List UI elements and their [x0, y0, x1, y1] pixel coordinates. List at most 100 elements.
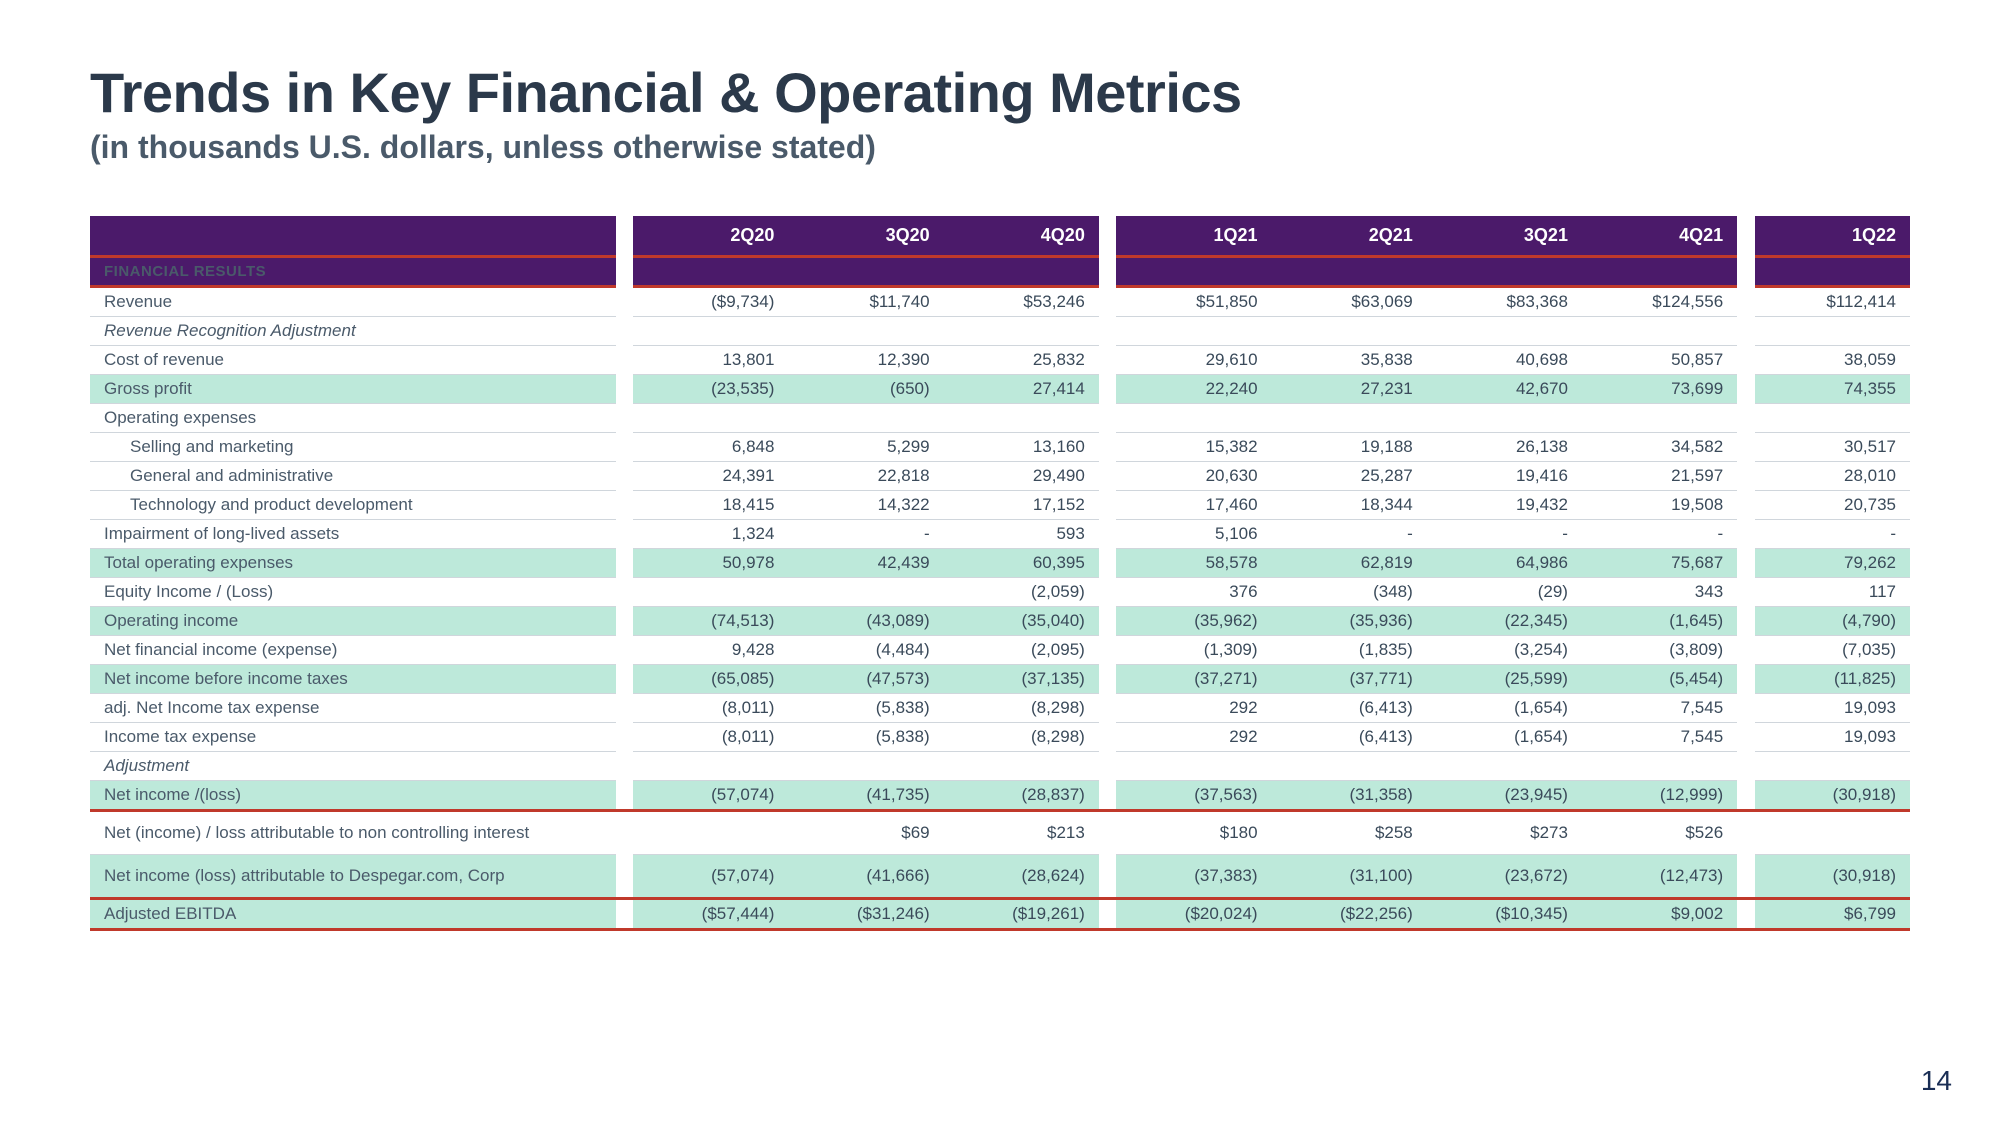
data-cell: 343 [1582, 577, 1737, 606]
gap-cell [1099, 490, 1117, 519]
row-label: Net (income) / loss attributable to non … [90, 810, 616, 854]
data-cell [1582, 316, 1737, 345]
section-header-cell [788, 256, 943, 286]
table-row: Net (income) / loss attributable to non … [90, 810, 1910, 854]
data-cell: (1,645) [1582, 606, 1737, 635]
data-cell: (1,654) [1427, 722, 1582, 751]
gap-cell [1099, 374, 1117, 403]
gap-cell [616, 519, 634, 548]
data-cell: 25,832 [944, 345, 1099, 374]
data-cell: $6,799 [1755, 898, 1910, 929]
data-cell [1272, 403, 1427, 432]
gap-cell [616, 374, 634, 403]
col-header-1Q21: 1Q21 [1116, 216, 1271, 256]
gap-cell [1737, 490, 1755, 519]
section-header-cell [1582, 256, 1737, 286]
row-label: Operating expenses [90, 403, 616, 432]
data-cell: - [1272, 519, 1427, 548]
data-cell: $112,414 [1755, 286, 1910, 316]
data-cell: (22,345) [1427, 606, 1582, 635]
data-cell: 12,390 [788, 345, 943, 374]
row-label: Income tax expense [90, 722, 616, 751]
data-cell: $124,556 [1582, 286, 1737, 316]
table-row: Adjustment [90, 751, 1910, 780]
data-cell: 50,978 [633, 548, 788, 577]
row-label: Cost of revenue [90, 345, 616, 374]
data-cell [1755, 403, 1910, 432]
data-cell: 19,093 [1755, 722, 1910, 751]
col-header-2Q20: 2Q20 [633, 216, 788, 256]
gap-cell [1099, 635, 1117, 664]
col-header-2Q21: 2Q21 [1272, 216, 1427, 256]
data-cell [633, 403, 788, 432]
gap-cell [616, 345, 634, 374]
table-row: Operating income(74,513)(43,089)(35,040)… [90, 606, 1910, 635]
gap-cell [616, 577, 634, 606]
section-header-cell [1427, 256, 1582, 286]
gap-cell [616, 316, 634, 345]
data-cell: (43,089) [788, 606, 943, 635]
gap-cell [1737, 432, 1755, 461]
gap-cell [1099, 722, 1117, 751]
data-cell: (650) [788, 374, 943, 403]
gap-cell [616, 810, 634, 854]
data-cell: (6,413) [1272, 693, 1427, 722]
gap-cell [1099, 256, 1117, 286]
data-cell: (57,074) [633, 780, 788, 810]
data-cell: $69 [788, 810, 943, 854]
data-cell: (30,918) [1755, 780, 1910, 810]
gap-cell [1099, 432, 1117, 461]
table-row: General and administrative24,39122,81829… [90, 461, 1910, 490]
data-cell: 7,545 [1582, 722, 1737, 751]
data-cell: $213 [944, 810, 1099, 854]
data-cell: (4,790) [1755, 606, 1910, 635]
data-cell: (8,298) [944, 722, 1099, 751]
table-row: Net financial income (expense)9,428(4,48… [90, 635, 1910, 664]
gap-cell [1737, 751, 1755, 780]
data-cell: 7,545 [1582, 693, 1737, 722]
gap-cell [1099, 854, 1117, 898]
data-cell: 13,801 [633, 345, 788, 374]
gap-cell [1737, 256, 1755, 286]
row-label: Net income before income taxes [90, 664, 616, 693]
data-cell: $9,002 [1582, 898, 1737, 929]
gap-cell [1737, 693, 1755, 722]
data-cell: 5,299 [788, 432, 943, 461]
data-cell: (5,838) [788, 722, 943, 751]
data-cell: (47,573) [788, 664, 943, 693]
data-cell: 79,262 [1755, 548, 1910, 577]
gap-cell [1737, 898, 1755, 929]
data-cell: (29) [1427, 577, 1582, 606]
financial-table-wrap: 2Q203Q204Q201Q212Q213Q214Q211Q22 FINANCI… [90, 216, 1910, 931]
gap-cell [1737, 722, 1755, 751]
gap-cell [616, 256, 634, 286]
gap-cell [616, 606, 634, 635]
gap-cell [616, 403, 634, 432]
gap-cell [616, 490, 634, 519]
data-cell: 24,391 [633, 461, 788, 490]
row-label: adj. Net Income tax expense [90, 693, 616, 722]
gap-cell [616, 854, 634, 898]
data-cell: 19,508 [1582, 490, 1737, 519]
section-header-cell [1755, 256, 1910, 286]
gap-cell [1737, 606, 1755, 635]
header-gap [1737, 216, 1755, 256]
data-cell: 22,818 [788, 461, 943, 490]
data-cell: - [1755, 519, 1910, 548]
data-cell [1116, 403, 1271, 432]
table-row: Equity Income / (Loss)(2,059)376(348)(29… [90, 577, 1910, 606]
data-cell: ($10,345) [1427, 898, 1582, 929]
data-cell: (11,825) [1755, 664, 1910, 693]
table-row: Net income (loss) attributable to Despeg… [90, 854, 1910, 898]
col-header-4Q21: 4Q21 [1582, 216, 1737, 256]
data-cell: 29,610 [1116, 345, 1271, 374]
table-row: Income tax expense(8,011)(5,838)(8,298)2… [90, 722, 1910, 751]
data-cell: 19,093 [1755, 693, 1910, 722]
data-cell: 60,395 [944, 548, 1099, 577]
data-cell: (65,085) [633, 664, 788, 693]
data-cell: 27,414 [944, 374, 1099, 403]
data-cell: ($19,261) [944, 898, 1099, 929]
data-cell: 20,735 [1755, 490, 1910, 519]
table-row: Cost of revenue13,80112,39025,83229,6103… [90, 345, 1910, 374]
gap-cell [616, 286, 634, 316]
